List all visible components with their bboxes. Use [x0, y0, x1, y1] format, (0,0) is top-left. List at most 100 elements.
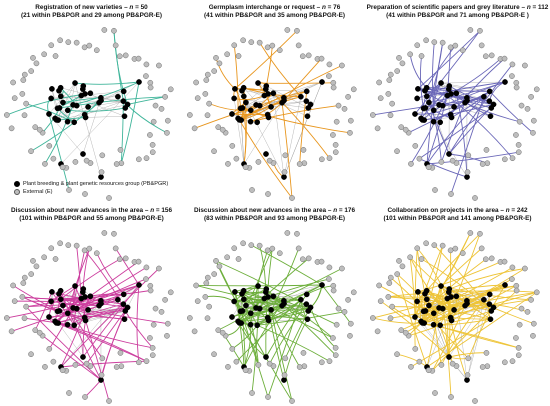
edge-line: [409, 256, 466, 307]
external-node: [194, 95, 201, 101]
external-node: [216, 60, 223, 67]
external-node: [235, 53, 242, 59]
panel-title: Discussion about new advances in the are…: [183, 207, 366, 223]
edge-line: [424, 103, 494, 121]
edge-line: [433, 121, 468, 178]
external-node: [281, 169, 288, 175]
edge-line: [284, 310, 309, 359]
external-node: [164, 129, 170, 136]
title-value: = 242: [509, 207, 528, 214]
internal-node: [85, 104, 91, 110]
external-node: [509, 155, 516, 162]
internal-node: [55, 320, 62, 326]
panel-collaboration: Collaboration on projects in the area – …: [366, 203, 549, 406]
external-node: [425, 164, 432, 171]
edge-line: [84, 379, 102, 398]
external-node: [432, 390, 438, 396]
internal-node: [438, 80, 444, 86]
panel-title: Germplasm interchange or request – n = 7…: [183, 4, 366, 20]
internal-node: [98, 174, 104, 180]
edge-line: [22, 296, 86, 321]
internal-node: [121, 316, 128, 323]
internal-node: [446, 151, 452, 157]
edge-line: [419, 107, 492, 160]
external-node: [345, 93, 351, 100]
external-node: [524, 308, 531, 315]
external-node: [528, 93, 534, 100]
external-node: [213, 258, 219, 264]
external-node: [111, 27, 117, 34]
internal-node: [464, 97, 470, 104]
edge-line: [51, 300, 100, 307]
internal-node: [486, 98, 493, 104]
external-node: [399, 263, 406, 270]
external-node: [122, 52, 129, 59]
internal-node: [231, 95, 237, 102]
internal-node: [422, 87, 428, 94]
external-node: [99, 152, 106, 159]
internal-node: [81, 111, 88, 118]
external-node: [143, 61, 150, 68]
internal-node: [298, 93, 304, 100]
external-node: [515, 352, 522, 359]
internal-node: [268, 307, 274, 313]
external-node: [147, 335, 153, 341]
external-node: [509, 61, 516, 68]
external-node: [449, 157, 456, 164]
internal-node: [229, 314, 235, 320]
external-node: [32, 124, 39, 131]
edge-line: [410, 95, 448, 165]
external-node: [479, 161, 486, 167]
external-node: [211, 351, 217, 358]
edge-line: [234, 291, 245, 368]
edge-line: [489, 91, 534, 134]
external-node: [326, 276, 332, 282]
external-node: [82, 394, 88, 400]
internal-node: [239, 290, 245, 297]
external-node: [330, 287, 337, 294]
external-node: [522, 62, 528, 69]
external-node: [530, 320, 537, 327]
external-node: [332, 142, 339, 148]
edge-line: [414, 316, 468, 381]
external-node: [347, 129, 353, 136]
external-node: [423, 37, 429, 44]
edge-line: [72, 307, 168, 325]
edge-line: [82, 284, 140, 358]
external-node: [284, 27, 291, 33]
internal-node: [426, 99, 432, 106]
internal-node: [261, 295, 268, 302]
external-node: [193, 282, 199, 289]
external-node: [448, 394, 454, 400]
internal-node: [98, 97, 104, 104]
external-node: [135, 258, 142, 265]
internal-node: [464, 377, 470, 383]
external-node: [19, 91, 26, 97]
external-node: [42, 364, 48, 370]
internal-node: [415, 86, 421, 92]
external-node: [515, 345, 522, 351]
external-node: [118, 363, 125, 370]
internal-node: [87, 90, 94, 97]
external-node: [256, 242, 263, 249]
edge-line: [455, 233, 481, 297]
edge-line: [446, 298, 468, 381]
external-node: [235, 256, 242, 262]
external-node: [339, 265, 345, 272]
external-node: [231, 245, 238, 252]
edge-line: [85, 115, 125, 118]
internal-node-icon: [14, 181, 20, 187]
panel-title: Discussion about new advances in the are…: [0, 207, 183, 223]
external-node: [374, 328, 381, 335]
external-node: [224, 51, 230, 58]
edge-line: [378, 285, 424, 312]
panel-subtitle: (101 within PB&PGR and 55 among PB&PGR-E…: [19, 215, 164, 222]
edge-line: [120, 81, 140, 164]
external-node: [116, 53, 123, 60]
external-node: [399, 60, 406, 67]
internal-node: [264, 111, 271, 118]
external-node: [240, 240, 246, 247]
external-node: [57, 240, 63, 247]
external-node: [478, 42, 485, 49]
edge-line: [60, 81, 140, 165]
